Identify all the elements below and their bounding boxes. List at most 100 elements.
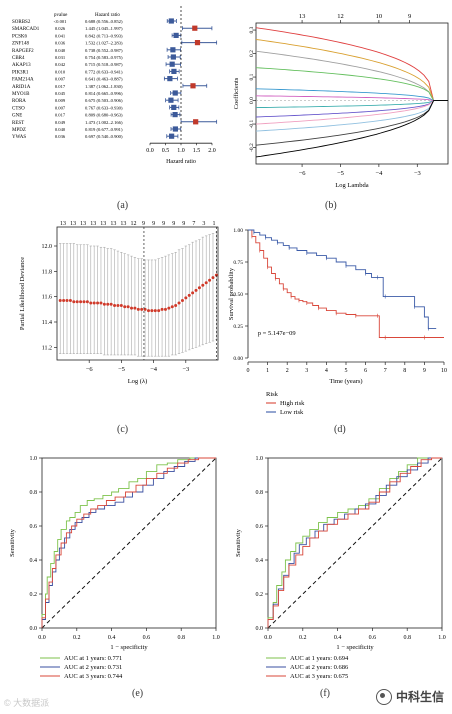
y-tick-label: 0.2 — [249, 50, 255, 57]
x-axis-label: Hazard ratio — [166, 159, 196, 165]
y-tick-label: 11.4 — [42, 320, 52, 326]
deviance-point — [177, 301, 181, 305]
top-tick-label: 13 — [70, 221, 76, 227]
y-axis-label: Sensitivity — [9, 528, 16, 557]
y-tick-label: 11.8 — [42, 269, 52, 275]
y-tick-label: 1.0 — [30, 456, 38, 462]
panel-label-e: (e) — [132, 688, 144, 699]
deviance-point — [167, 306, 171, 310]
deviance-point — [75, 300, 79, 304]
x-tick-label: 2 — [286, 368, 289, 374]
plot-frame — [267, 457, 443, 629]
y-axis-label: Coefficients — [233, 77, 240, 109]
y-tick-label: 0.8 — [30, 490, 38, 496]
coef-path — [255, 39, 448, 102]
x-tick-label: 2.0 — [208, 148, 216, 154]
x-tick-label: −3 — [414, 170, 421, 177]
survival-curve — [248, 229, 437, 330]
deviance-point — [163, 307, 167, 311]
deviance-point — [208, 278, 212, 282]
top-tick-label: 10 — [376, 13, 383, 20]
hr-point — [168, 97, 174, 103]
hr-text-label: 0.842 (0.713–0.993) — [85, 33, 123, 38]
gene-label: PIK3R1 — [12, 70, 29, 75]
hr-point — [169, 133, 175, 139]
y-tick-label: 0.00 — [233, 356, 243, 362]
hr-text-label: 0.715 (0.518–0.987) — [85, 62, 123, 67]
x-axis-label: 1 − specificity — [336, 644, 374, 651]
deviance-point — [143, 307, 147, 311]
hr-text-label: 0.688 (0.556–0.852) — [85, 19, 123, 24]
deviance-point — [89, 301, 93, 305]
coef-path — [255, 27, 448, 102]
hr-text-label: 0.809 (0.680–0.963) — [85, 113, 123, 118]
y-tick-label: 0.6 — [30, 524, 38, 530]
x-tick-label: 3 — [305, 368, 308, 374]
panel-label-c: (c) — [117, 424, 129, 435]
x-axis-label: 1 − specificity — [110, 644, 148, 651]
gene-label: CBR4 — [12, 56, 25, 61]
hr-point — [172, 90, 178, 96]
top-tick-label: 1 — [213, 221, 216, 227]
legend-label: AUC at 3 years: 0.675 — [290, 673, 348, 680]
deviance-point — [79, 300, 83, 304]
pvalue-header: pvalue — [54, 13, 68, 18]
hr-text-label: 0.814 (0.665–0.996) — [85, 91, 123, 96]
deviance-point — [146, 309, 150, 313]
x-axis-label: Time (years) — [329, 378, 362, 385]
deviance-point — [130, 306, 134, 310]
x-tick-label: 0 — [247, 368, 250, 374]
deviance-point — [191, 291, 195, 295]
gene-label: REST — [12, 121, 24, 126]
diagonal-reference — [41, 457, 217, 629]
deviance-point — [119, 304, 123, 308]
y-axis-label: Survival probability — [228, 267, 235, 320]
deviance-point — [150, 309, 154, 313]
legend-label: AUC at 3 years: 0.744 — [64, 673, 123, 680]
top-tick-label: 9 — [142, 221, 145, 227]
hr-text-label: 0.738 (0.552–0.987) — [85, 48, 123, 53]
coef-path — [255, 88, 448, 102]
deviance-point — [126, 305, 130, 309]
y-tick-label: 0.2 — [256, 592, 264, 598]
hr-header: Hazard ratio — [95, 13, 120, 18]
y-tick-label: 1.00 — [233, 228, 243, 234]
deviance-point — [109, 302, 113, 306]
deviance-point — [116, 304, 120, 308]
plot-frame — [56, 226, 219, 361]
top-tick-label: 13 — [120, 221, 126, 227]
y-tick-label: 0.0 — [256, 626, 264, 632]
top-tick-label: 9 — [152, 221, 155, 227]
deviance-point — [85, 300, 89, 304]
pvalue-label: 0.031 — [55, 55, 66, 60]
x-tick-label: −3 — [182, 366, 189, 373]
deviance-point — [133, 306, 137, 310]
hr-text-label: 0.767 (0.633–0.930) — [85, 105, 123, 110]
hr-point — [172, 126, 178, 132]
roc-curve — [267, 457, 442, 628]
deviance-point — [136, 307, 140, 311]
y-tick-label: 0.0 — [30, 626, 38, 632]
top-tick-label: 13 — [80, 221, 86, 227]
pvalue-label: 0.036 — [55, 41, 66, 46]
legend-label: AUC at 1 years: 0.694 — [290, 655, 349, 662]
hr-point — [168, 18, 174, 24]
top-tick-label: 13 — [299, 13, 306, 20]
coef-path — [255, 50, 448, 102]
y-tick-label: 0.6 — [256, 524, 264, 530]
deviance-point — [170, 305, 174, 309]
panel-label-a: (a) — [117, 200, 129, 211]
lasso-coefficient-plot: −6 −5 −4 −3 -0.2 -0.1 0.0 0.1 0.2 0.3 13 12 10 9 Log L… — [233, 13, 449, 189]
x-tick-label: 8 — [403, 368, 406, 374]
top-tick-label: 12 — [337, 13, 344, 20]
y-axis-label: Partial Likelihood Deviance — [19, 257, 26, 330]
p-value-annotation: p = 5.147e−09 — [258, 330, 296, 337]
panel-label-b: (b) — [325, 200, 337, 211]
y-tick-label: 0.25 — [233, 324, 243, 330]
deviance-point — [211, 276, 215, 280]
x-tick-label: 7 — [384, 368, 387, 374]
x-tick-label: 0.4 — [334, 635, 342, 641]
deviance-point — [99, 301, 103, 305]
deviance-point — [65, 298, 69, 302]
watermark-right: 中科生信 — [375, 688, 444, 705]
